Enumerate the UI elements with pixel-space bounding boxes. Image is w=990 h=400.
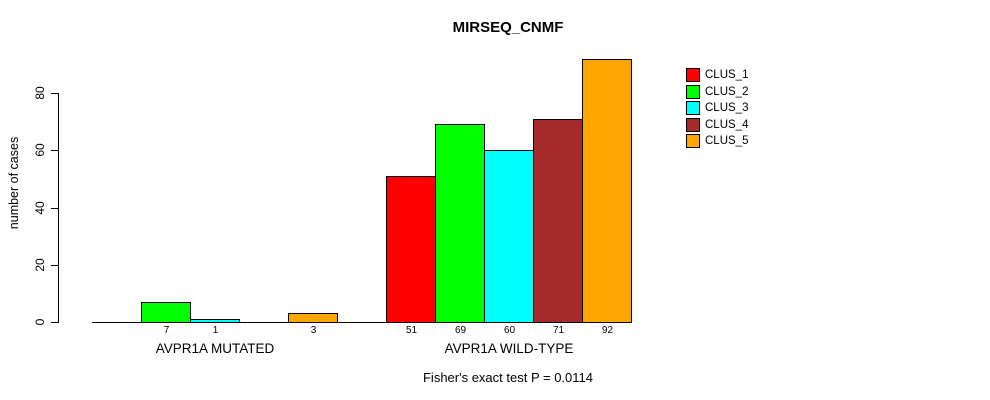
legend-label: CLUS_2 [705, 85, 749, 98]
bar-value-label-clus_3-group-0: 1 [212, 325, 219, 336]
legend: CLUS_1 CLUS_2 CLUS_3 CLUS_4 CLUS_5 [686, 68, 748, 151]
y-tick-label: 80 [33, 86, 47, 100]
chart-title: MIRSEQ_CNMF [452, 19, 564, 36]
legend-item: CLUS_3 [686, 101, 749, 116]
legend-label: CLUS_1 [705, 69, 749, 81]
y-tick [51, 150, 58, 151]
bar-value-label-clus_2-group-1: 69 [454, 325, 467, 336]
bar-clus_3-group-1 [484, 150, 534, 323]
y-tick-label: 60 [33, 143, 47, 157]
legend-swatch [686, 134, 700, 149]
bar-clus_3-group-0 [190, 319, 240, 323]
y-tick [51, 265, 58, 266]
y-tick-label: 20 [33, 258, 47, 272]
bar-clus_1-group-1 [386, 176, 436, 323]
legend-swatch [686, 117, 700, 132]
bar-clus_5-group-1 [582, 59, 632, 323]
y-tick [51, 93, 58, 94]
legend-swatch [686, 68, 700, 82]
legend-label: CLUS_3 [705, 102, 749, 115]
group-label-0: AVPR1A MUTATED [155, 341, 275, 356]
y-tick-label: 40 [33, 201, 47, 215]
legend-item: CLUS_1 [686, 68, 748, 82]
bar-clus_2-group-0 [141, 302, 191, 323]
group-label-1: AVPR1A WILD-TYPE [444, 341, 574, 356]
bar-clus_2-group-1 [435, 124, 485, 323]
y-axis-line [58, 93, 59, 323]
legend-item: CLUS_2 [686, 84, 749, 99]
legend-swatch [686, 101, 700, 116]
legend-swatch [686, 84, 700, 99]
y-tick [51, 322, 58, 323]
bar-value-label-clus_5-group-1: 92 [601, 325, 614, 336]
bar-clus_4-group-1 [533, 119, 583, 323]
bar-clus_5-group-0 [288, 313, 338, 323]
bar-value-label-clus_1-group-1: 51 [405, 325, 418, 336]
bar-value-label-clus_2-group-0: 7 [163, 325, 170, 336]
bar-value-label-clus_3-group-1: 60 [503, 325, 516, 336]
y-tick-label: 0 [33, 318, 47, 326]
fisher-test-annotation: Fisher's exact test P = 0.0114 [422, 370, 594, 385]
legend-item: CLUS_4 [686, 117, 749, 132]
y-tick [51, 208, 58, 209]
legend-label: CLUS_4 [705, 118, 749, 131]
legend-item: CLUS_5 [686, 134, 749, 149]
bar-value-label-clus_5-group-0: 3 [310, 325, 317, 336]
y-axis-title: number of cases [7, 136, 21, 230]
bar-value-label-clus_4-group-1: 71 [552, 325, 565, 336]
legend-label: CLUS_5 [705, 135, 749, 148]
x-axis-baseline [92, 322, 632, 323]
